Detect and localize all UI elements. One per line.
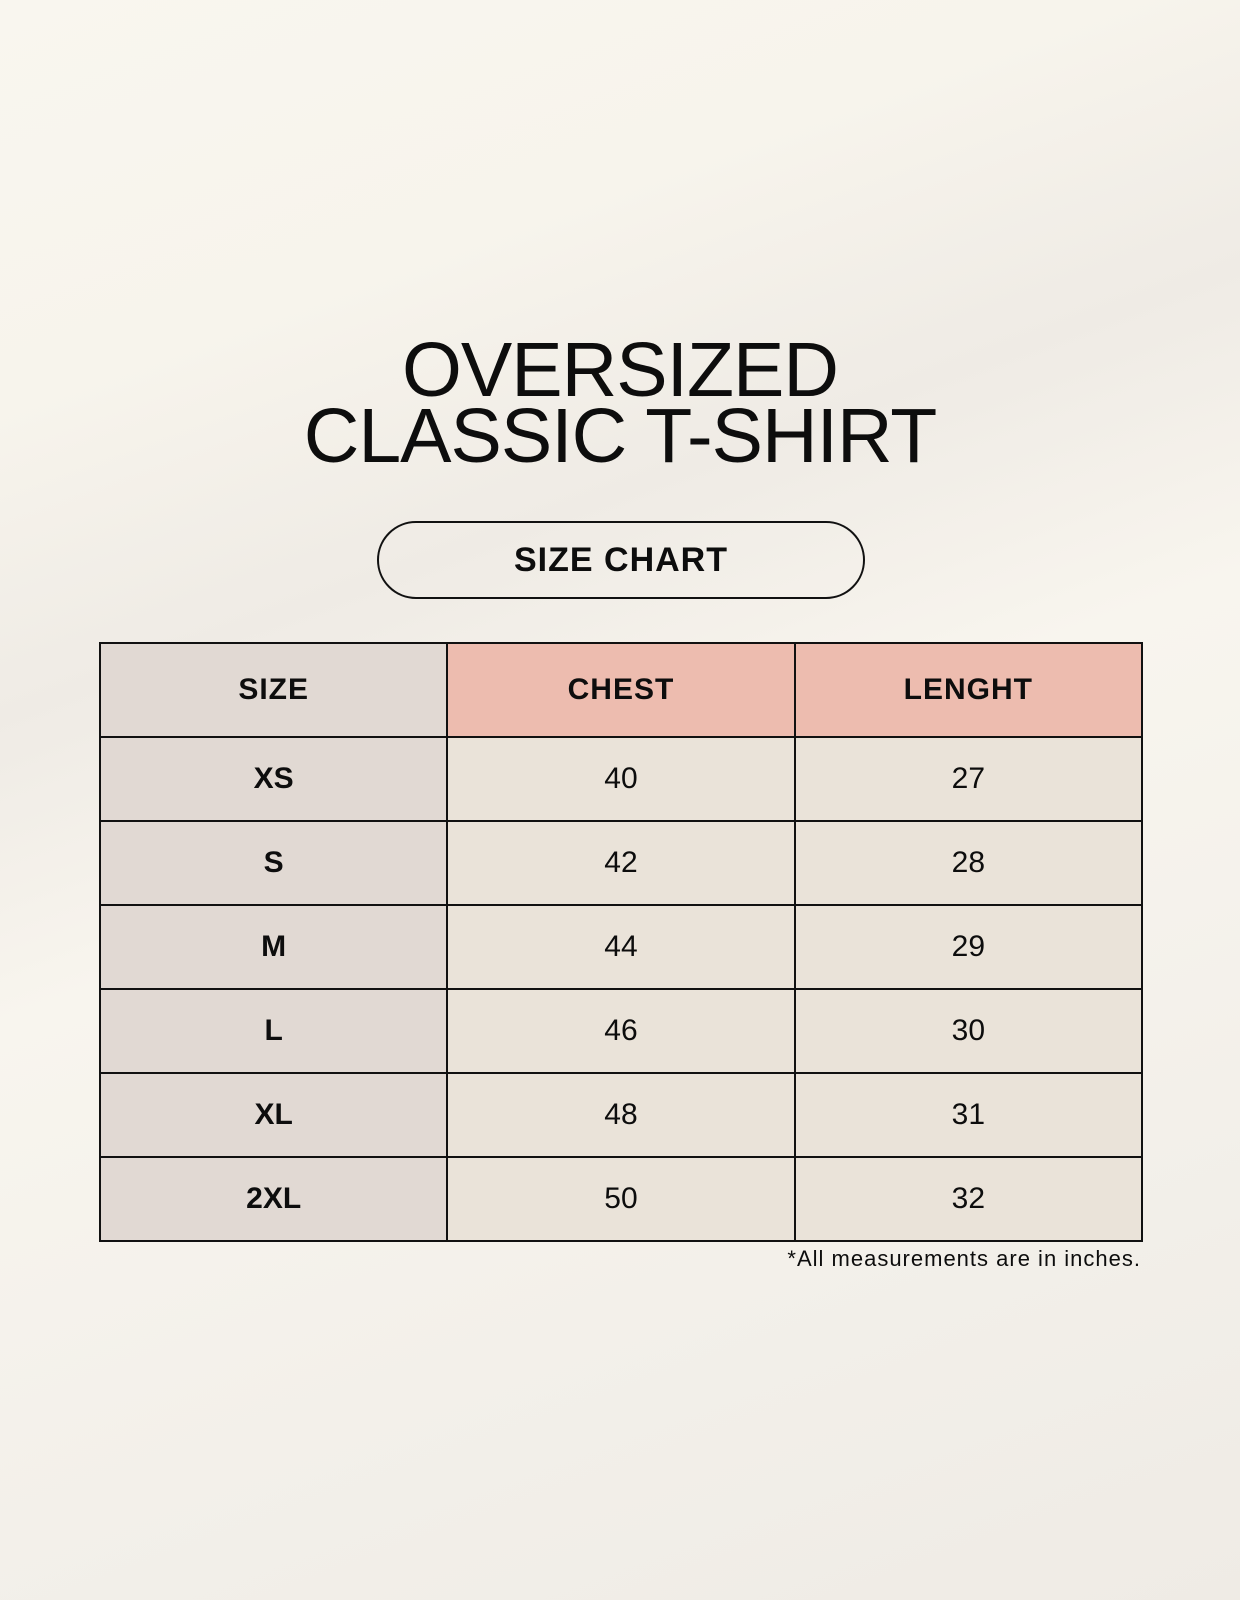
cell-length: 30 [793, 988, 1144, 1074]
cell-size: L [98, 988, 449, 1074]
cell-length: 31 [793, 1072, 1144, 1158]
cell-size: XS [98, 736, 449, 822]
cell-size: XL [98, 1072, 449, 1158]
footnote: *All measurements are in inches. [787, 1246, 1141, 1271]
size-chart-label: SIZE CHART [377, 521, 865, 599]
cell-chest: 40 [446, 736, 796, 822]
table-row: 2XL 50 32 [98, 1156, 1144, 1242]
cell-length: 27 [793, 736, 1144, 822]
cell-chest: 48 [446, 1072, 796, 1158]
cell-size: 2XL [98, 1156, 449, 1242]
header-chest: CHEST [446, 642, 796, 738]
cell-size: M [98, 904, 449, 990]
title-line-2: CLASSIC T-SHIRT [303, 393, 938, 479]
header-length: LENGHT [793, 642, 1144, 738]
page-title: OVERSIZED CLASSIC T-SHIRT [0, 327, 1240, 479]
table-row: XS 40 27 [98, 736, 1144, 822]
cell-size: S [98, 820, 449, 906]
table-header-row: SIZE CHEST LENGHT [98, 642, 1144, 738]
cell-chest: 46 [446, 988, 796, 1074]
cell-length: 29 [793, 904, 1144, 990]
table-row: L 46 30 [98, 988, 1144, 1074]
cell-length: 32 [793, 1156, 1144, 1242]
table-row: S 42 28 [98, 820, 1144, 906]
table-row: M 44 29 [98, 904, 1144, 990]
cell-length: 28 [793, 820, 1144, 906]
table-row: XL 48 31 [98, 1072, 1144, 1158]
header-size: SIZE [98, 642, 449, 738]
title-line-1: OVERSIZED [402, 327, 839, 413]
cell-chest: 44 [446, 904, 796, 990]
cell-chest: 50 [446, 1156, 796, 1242]
cell-chest: 42 [446, 820, 796, 906]
size-table: SIZE CHEST LENGHT XS 40 27 S 42 28 M 44 29 L 46 30 X… [98, 642, 1144, 1242]
